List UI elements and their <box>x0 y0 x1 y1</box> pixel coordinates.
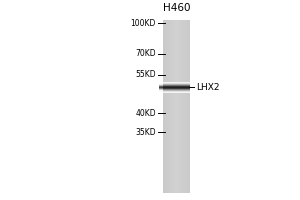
Bar <box>171 20 173 193</box>
Bar <box>177 20 178 193</box>
Bar <box>166 20 167 193</box>
Bar <box>181 20 182 193</box>
Text: 40KD: 40KD <box>135 109 156 118</box>
Text: 55KD: 55KD <box>135 70 156 79</box>
Bar <box>182 20 183 193</box>
Bar <box>170 20 171 193</box>
Text: 70KD: 70KD <box>135 49 156 58</box>
Bar <box>179 20 181 193</box>
Bar <box>174 20 176 193</box>
Bar <box>189 20 190 193</box>
Bar <box>186 20 188 193</box>
Text: H460: H460 <box>163 3 190 13</box>
Bar <box>183 20 185 193</box>
Bar <box>167 20 169 193</box>
Bar <box>178 20 179 193</box>
Bar <box>188 20 189 193</box>
Bar <box>169 20 170 193</box>
Bar <box>173 20 174 193</box>
Text: LHX2: LHX2 <box>196 83 220 92</box>
Text: 100KD: 100KD <box>130 19 156 28</box>
Bar <box>176 20 177 193</box>
Bar <box>164 20 190 193</box>
Text: 35KD: 35KD <box>135 128 156 137</box>
Bar <box>164 20 165 193</box>
Bar <box>165 20 166 193</box>
Bar <box>185 20 186 193</box>
